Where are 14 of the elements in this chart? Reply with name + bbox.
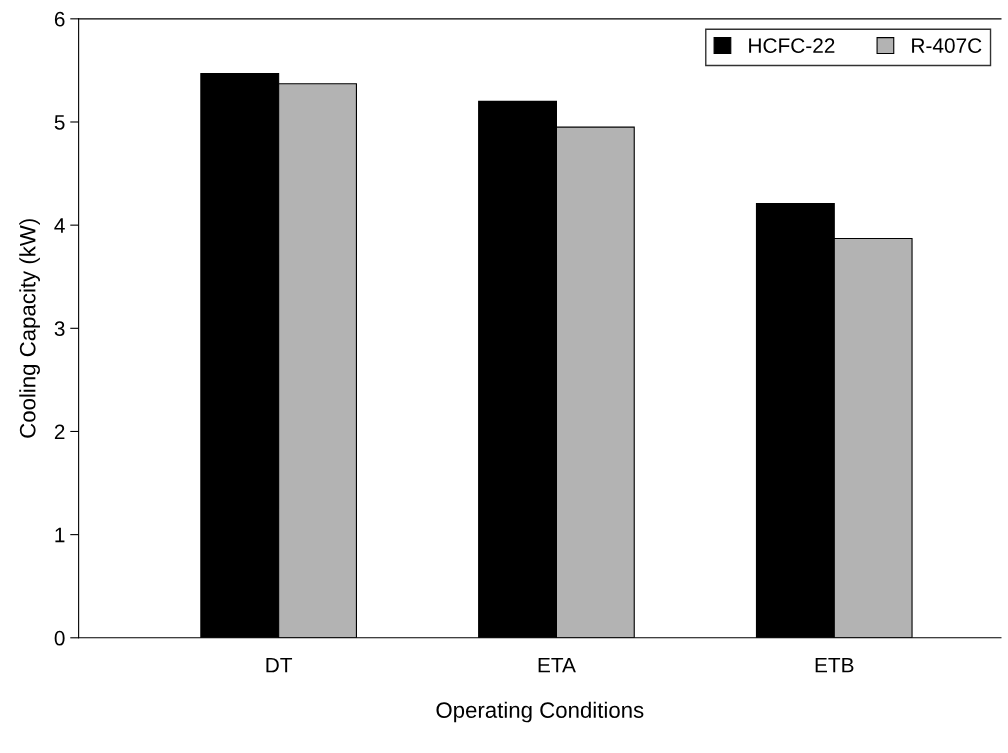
y-axis-title: Cooling Capacity (kW) [19, 219, 40, 438]
y-tick-label: 5 [54, 115, 65, 130]
y-tick-label: 2 [54, 424, 65, 440]
y-tick-label: 1 [55, 527, 65, 543]
legend-label: HCFC-22 [749, 38, 835, 53]
x-tick-label: DT [266, 658, 293, 673]
y-tick-label: 3 [54, 321, 65, 337]
legend-label: R-407C [912, 38, 982, 53]
x-tick-label: ETB [815, 658, 854, 673]
y-tick-label: 6 [54, 11, 65, 27]
x-axis-title: Operating Conditions [436, 701, 644, 723]
y-tick-label: 0 [54, 630, 65, 646]
y-tick-label: 4 [54, 218, 65, 233]
x-tick-label: ETA [538, 658, 576, 673]
